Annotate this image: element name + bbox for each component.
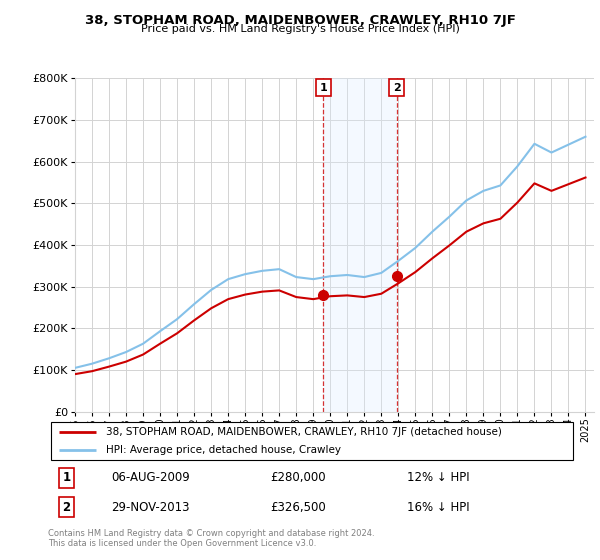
Bar — [323, 78, 397, 412]
Text: 12% ↓ HPI: 12% ↓ HPI — [407, 471, 470, 484]
Text: £280,000: £280,000 — [270, 471, 325, 484]
Text: 38, STOPHAM ROAD, MAIDENBOWER, CRAWLEY, RH10 7JF (detached house): 38, STOPHAM ROAD, MAIDENBOWER, CRAWLEY, … — [106, 427, 502, 437]
FancyBboxPatch shape — [50, 422, 574, 460]
Text: 16% ↓ HPI: 16% ↓ HPI — [407, 501, 470, 514]
Text: 29-NOV-2013: 29-NOV-2013 — [112, 501, 190, 514]
Text: 2: 2 — [393, 82, 400, 92]
Text: Price paid vs. HM Land Registry's House Price Index (HPI): Price paid vs. HM Land Registry's House … — [140, 24, 460, 34]
Text: Contains HM Land Registry data © Crown copyright and database right 2024.
This d: Contains HM Land Registry data © Crown c… — [48, 529, 374, 548]
Text: £326,500: £326,500 — [270, 501, 326, 514]
Text: 1: 1 — [62, 471, 71, 484]
Text: HPI: Average price, detached house, Crawley: HPI: Average price, detached house, Craw… — [106, 445, 341, 455]
Text: 06-AUG-2009: 06-AUG-2009 — [112, 471, 190, 484]
Text: 38, STOPHAM ROAD, MAIDENBOWER, CRAWLEY, RH10 7JF: 38, STOPHAM ROAD, MAIDENBOWER, CRAWLEY, … — [85, 14, 515, 27]
Text: 2: 2 — [62, 501, 71, 514]
Text: 1: 1 — [320, 82, 328, 92]
